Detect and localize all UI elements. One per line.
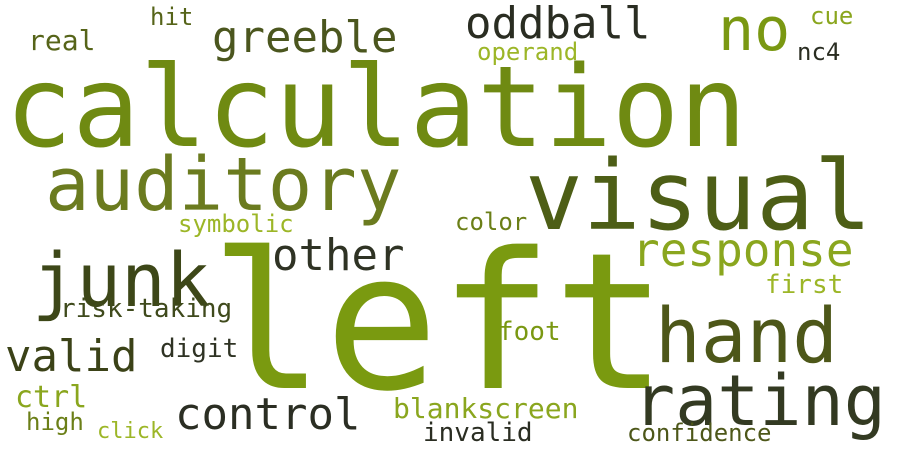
word-confidence: confidence xyxy=(627,419,772,447)
word-response: response xyxy=(632,223,854,277)
word-nc4: nc4 xyxy=(797,38,841,66)
word-greeble: greeble xyxy=(212,12,398,63)
word-operand: operand xyxy=(477,38,579,66)
word-color: color xyxy=(455,208,528,236)
word-no: no xyxy=(718,0,791,65)
word-high: high xyxy=(26,408,84,436)
word-symbolic: symbolic xyxy=(178,210,294,238)
word-control: control xyxy=(175,389,361,440)
word-digit: digit xyxy=(160,334,239,364)
word-visual: visual xyxy=(525,140,872,252)
word-risk-taking: risk-taking xyxy=(60,294,233,324)
word-left: left xyxy=(210,212,668,433)
word-ctrl: ctrl xyxy=(15,380,88,415)
word-blankscreen: blankscreen xyxy=(393,392,579,425)
word-auditory: auditory xyxy=(45,142,402,228)
word-invalid: invalid xyxy=(423,418,533,448)
word-first: first xyxy=(765,270,844,300)
word-other: other xyxy=(272,230,405,281)
word-real: real xyxy=(28,24,96,57)
word-cue: cue xyxy=(810,2,854,30)
word-valid: valid xyxy=(5,331,138,382)
word-foot: foot xyxy=(498,317,561,347)
word-junk: junk xyxy=(32,238,211,324)
word-click: click xyxy=(97,419,164,444)
word-hit: hit xyxy=(150,3,194,31)
word-rating: rating xyxy=(633,360,886,442)
word-calculation: calculation xyxy=(5,43,747,173)
word-hand: hand xyxy=(655,291,839,380)
word-oddball: oddball xyxy=(465,0,651,49)
